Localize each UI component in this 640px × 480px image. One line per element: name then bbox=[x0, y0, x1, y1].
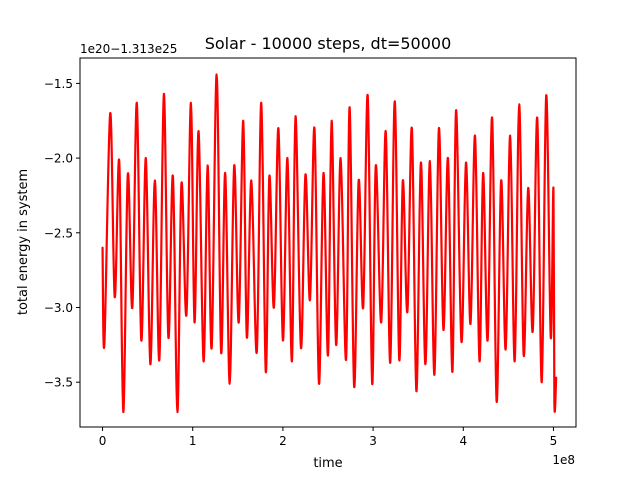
x-axis-label: time bbox=[313, 456, 342, 471]
y-tick-label: −2.0 bbox=[44, 152, 73, 166]
x-tick-label: 0 bbox=[99, 434, 107, 448]
chart-title: Solar - 10000 steps, dt=50000 bbox=[205, 34, 452, 53]
y-offset-text: 1e20−1.313e25 bbox=[80, 42, 177, 56]
x-tick-label: 2 bbox=[279, 434, 287, 448]
axes-frame bbox=[79, 57, 577, 428]
x-tick-label: 3 bbox=[369, 434, 377, 448]
y-axis-label: total energy in system bbox=[16, 169, 31, 315]
x-tick-label: 5 bbox=[550, 434, 558, 448]
x-tick-label: 4 bbox=[459, 434, 467, 448]
series-line bbox=[101, 73, 558, 414]
plot-area bbox=[101, 73, 558, 414]
y-tick-label: −3.0 bbox=[44, 301, 73, 315]
x-tick-label: 1 bbox=[189, 434, 197, 448]
x-offset-text: 1e8 bbox=[552, 453, 575, 467]
y-tick-label: −3.5 bbox=[44, 376, 73, 390]
y-tick-label: −2.5 bbox=[44, 226, 73, 240]
y-tick-label: −1.5 bbox=[44, 77, 73, 91]
axes: 0 1 2 3 4 5 −3.5 −3.0 −2.5 −2.0 −1.5 bbox=[44, 77, 557, 448]
